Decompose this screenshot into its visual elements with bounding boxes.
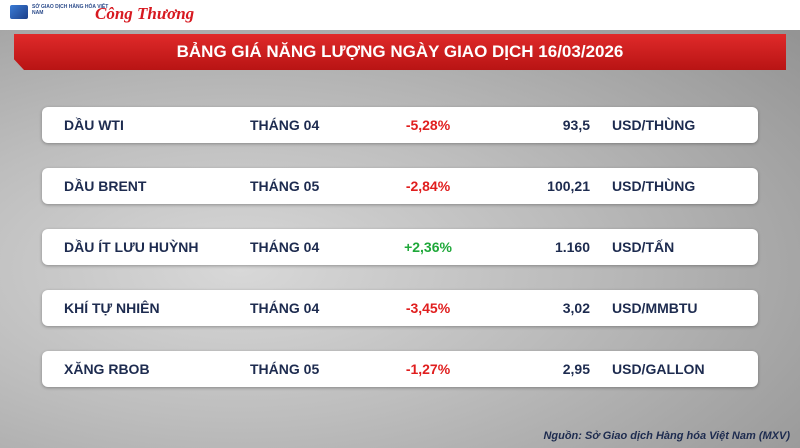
price: 3,02: [562, 300, 590, 316]
change: -5,28%: [405, 117, 451, 133]
table-row: KHÍ TỰ NHIÊN THÁNG 04 -3,45% 3,02 USD/MMBTU: [42, 290, 758, 326]
commodity: KHÍ TỰ NHIÊN: [64, 300, 160, 316]
source: Nguồn: Sở Giao dịch Hàng hóa Việt Nam (M…: [543, 430, 790, 442]
price: 93,5: [562, 117, 590, 133]
price: 2,95: [562, 361, 590, 377]
commodity: DẦU WTI: [64, 117, 124, 133]
table-row: DẦU WTI THÁNG 04 -5,28% 93,5 USD/THÙNG: [42, 107, 758, 143]
contract-month: THÁNG 04: [250, 239, 320, 255]
contract-month: THÁNG 04: [250, 117, 320, 133]
change: -1,27%: [405, 361, 451, 377]
price: 1.160: [554, 239, 590, 255]
table-row: DẦU BRENT THÁNG 05 -2,84% 100,21 USD/THÙNG: [42, 168, 758, 204]
change: -3,45%: [405, 300, 451, 316]
brand-logo: Công Thương: [95, 4, 195, 23]
commodity: DẦU BRENT: [64, 178, 147, 194]
contract-month: THÁNG 05: [250, 361, 320, 377]
unit: USD/THÙNG: [612, 117, 696, 133]
change: -2,84%: [405, 178, 451, 194]
title-banner: [14, 34, 786, 70]
title: BẢNG GIÁ NĂNG LƯỢNG NGÀY GIAO DỊCH 16/03…: [176, 42, 624, 61]
unit: USD/MMBTU: [612, 300, 698, 316]
table-row: DẦU ÍT LƯU HUỲNH THÁNG 04 +2,36% 1.160 USD/T…: [42, 229, 758, 265]
contract-month: THÁNG 04: [250, 300, 320, 316]
exchange-logo: SỞ GIAO DỊCH HÀNG HÓA VIỆT NAM: [10, 4, 112, 19]
commodity: XĂNG RBOB: [64, 361, 150, 377]
unit: USD/GALLON: [612, 361, 705, 377]
top-bar: SỞ GIAO DỊCH HÀNG HÓA VIỆT NAM Công Thươ…: [0, 0, 800, 30]
price: 100,21: [547, 178, 590, 194]
unit: USD/TẤN: [612, 239, 675, 255]
unit: USD/THÙNG: [612, 178, 696, 194]
contract-month: THÁNG 05: [250, 178, 320, 194]
table-row: XĂNG RBOB THÁNG 05 -1,27% 2,95 USD/GALLON: [42, 351, 758, 387]
commodity: DẦU ÍT LƯU HUỲNH: [64, 239, 199, 255]
change: +2,36%: [404, 239, 452, 255]
